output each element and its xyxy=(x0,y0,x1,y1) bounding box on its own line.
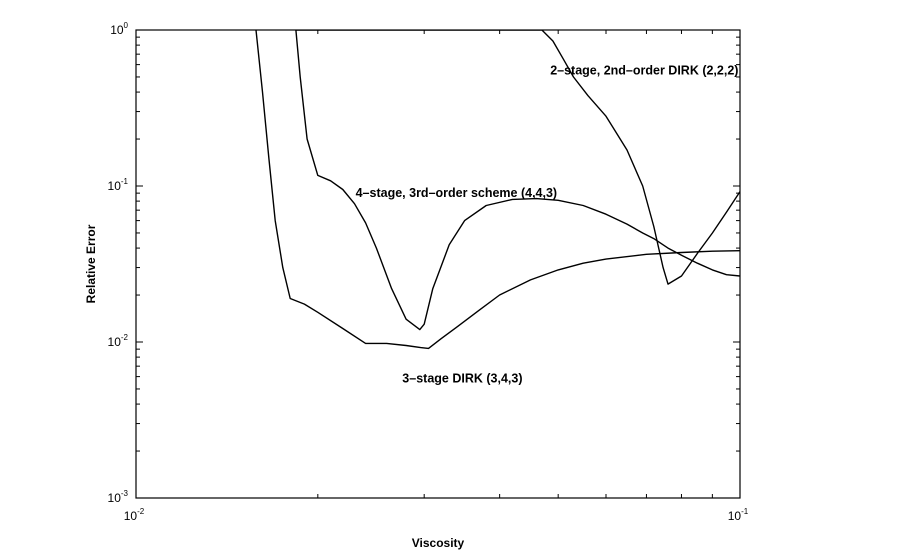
series-line-1 xyxy=(295,30,740,331)
x-tick-label: 10-2 xyxy=(124,507,145,523)
x-axis-label: Viscosity xyxy=(412,536,465,550)
y-tick-label: 10-3 xyxy=(108,489,129,505)
y-tick-label: 10-1 xyxy=(108,177,129,193)
y-tick-label: 100 xyxy=(110,21,128,37)
y-tick-label: 10-2 xyxy=(108,333,129,349)
x-tick-label: 10-1 xyxy=(728,507,749,523)
plot-frame xyxy=(135,29,741,499)
axis-ticks: 10-3 10-2 10-1 100 10-2 10-1 xyxy=(108,21,749,523)
series-layer xyxy=(255,30,740,350)
y-axis-label: Relative Error xyxy=(84,224,98,303)
curve-annotation: 3–stage DIRK (3,4,3) xyxy=(402,372,522,386)
series-line-3 xyxy=(295,30,740,285)
series-line-2 xyxy=(255,30,740,350)
curve-annotation: 2–stage, 2nd–order DIRK (2,2,2) xyxy=(550,63,738,77)
annotation-layer: 2–stage, 2nd–order DIRK (2,2,2) 4–stage, … xyxy=(356,63,739,385)
curve-annotation: 4–stage, 3rd–order scheme (4,4,3) xyxy=(356,186,558,200)
